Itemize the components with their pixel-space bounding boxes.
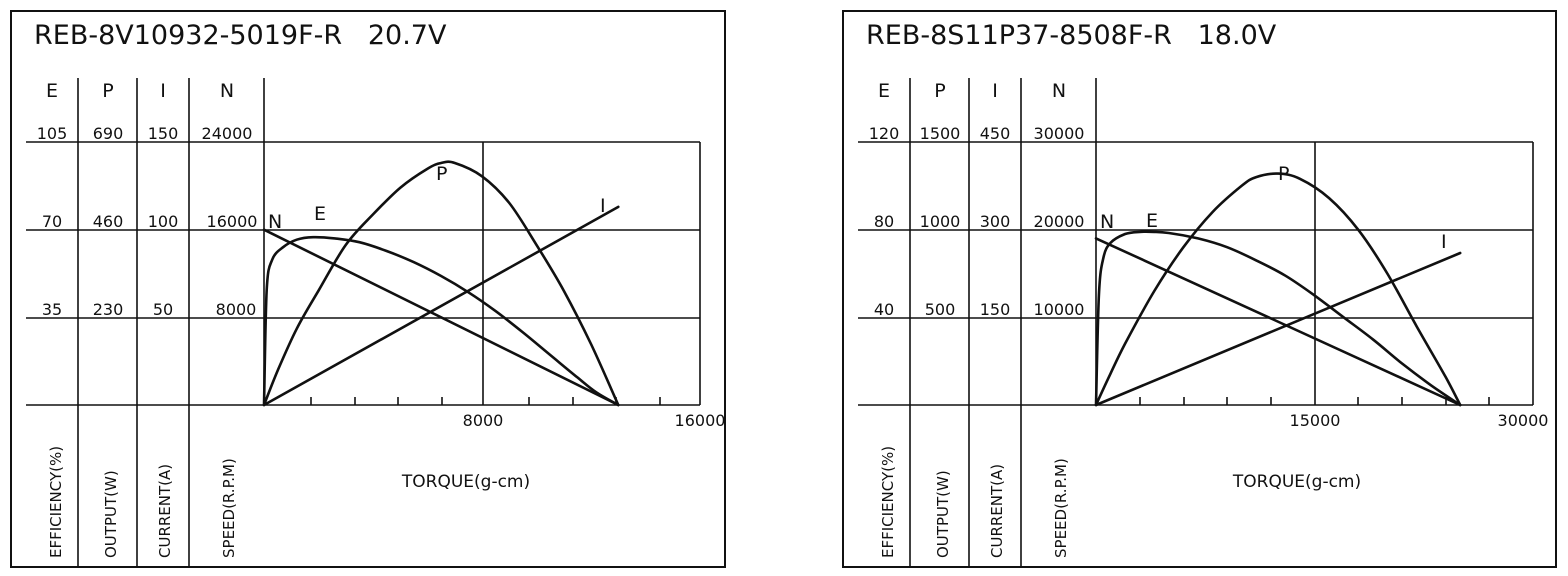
chart-right-tick-e-low: 40 [874,300,894,319]
chart-left-tick-n-top: 24000 [202,124,253,143]
chart-right-title: REB-8S11P37-8508F-R 18.0V [866,20,1277,51]
chart-right-xtick-30000: 30000 [1498,411,1549,430]
chart-left-curve-n [262,228,620,407]
chart-right-label-efficiency: EFFICIENCY(%) [879,446,897,558]
chart-right-curve-label-e: E [1146,210,1158,232]
chart-left-tick-i-top: 150 [148,124,179,143]
chart-left-label-output: OUTPUT(W) [102,470,120,558]
chart-right-xtick-15000: 15000 [1290,411,1341,430]
chart-left-curve-label-e: E [314,203,326,225]
chart-right-curve-n [1094,237,1462,407]
chart-left-tick-e-low: 35 [42,300,62,319]
chart-left-frame [10,10,726,568]
chart-left-curve-label-p: P [436,163,447,185]
chart-left-xtick-8000: 8000 [463,411,504,430]
chart-left-header-n: N [220,80,234,102]
chart-left-label-current: CURRENT(A) [156,464,174,558]
chart-left-label-efficiency: EFFICIENCY(%) [47,446,65,558]
chart-right-curve-label-n: N [1100,211,1114,233]
chart-right-tick-n-top: 30000 [1034,124,1085,143]
chart-left-xlabel: TORQUE(g-cm) [401,472,530,492]
chart-right: REB-8S11P37-8508F-R 18.0V E P I N 120 15… [842,10,1557,568]
chart-right-tick-p-top: 1500 [920,124,961,143]
chart-right-frame [842,10,1557,568]
chart-right-header-e: E [878,80,890,102]
chart-right-header-p: P [934,80,945,102]
chart-right-header-i: I [992,80,998,102]
chart-left-header-i: I [160,80,166,102]
chart-right-xlabel: TORQUE(g-cm) [1232,472,1361,492]
chart-left: REB-8V10932-5019F-R 20.7V E P I N 105 69… [10,10,726,568]
chart-left-tick-n-mid: 16000 [207,212,258,231]
chart-right-tick-i-mid: 300 [980,212,1011,231]
chart-left-tick-e-top: 105 [37,124,68,143]
chart-left-tick-i-low: 50 [153,300,173,319]
chart-right-tick-p-low: 500 [925,300,956,319]
chart-right-label-output: OUTPUT(W) [934,470,952,558]
chart-left-tick-e-mid: 70 [42,212,62,231]
chart-right-tick-i-low: 150 [980,300,1011,319]
chart-left-curve-label-n: N [268,211,282,233]
chart-left-curve-i [262,205,620,407]
chart-right-tick-e-top: 120 [869,124,900,143]
chart-left-header-p: P [102,80,113,102]
chart-left-tick-p-low: 230 [93,300,124,319]
chart-left-header-e: E [46,80,58,102]
chart-left-xtick-16000: 16000 [675,411,726,430]
chart-right-label-speed: SPEED(R.P.M) [1052,458,1070,558]
chart-left-curve-e [262,235,620,407]
chart-left-label-speed: SPEED(R.P.M) [220,458,238,558]
chart-left-tick-p-top: 690 [93,124,124,143]
chart-left-curve-label-i: I [600,195,606,217]
chart-right-header-n: N [1052,80,1066,102]
chart-left-curve-p [262,160,620,407]
chart-left-tick-p-mid: 460 [93,212,124,231]
chart-left-title: REB-8V10932-5019F-R 20.7V [34,20,447,51]
chart-right-curve-label-i: I [1441,231,1447,253]
chart-left-tick-i-mid: 100 [148,212,179,231]
chart-right-tick-e-mid: 80 [874,212,894,231]
chart-right-curve-e [1094,230,1462,407]
chart-right-curve-i [1094,251,1462,407]
chart-right-tick-n-mid: 20000 [1034,212,1085,231]
chart-left-tick-n-low: 8000 [216,300,257,319]
chart-right-curve-p [1094,172,1462,407]
chart-right-tick-p-mid: 1000 [920,212,961,231]
chart-right-curve-label-p: P [1278,163,1289,185]
chart-right-tick-n-low: 10000 [1034,300,1085,319]
chart-right-tick-i-top: 450 [980,124,1011,143]
chart-right-label-current: CURRENT(A) [988,464,1006,558]
